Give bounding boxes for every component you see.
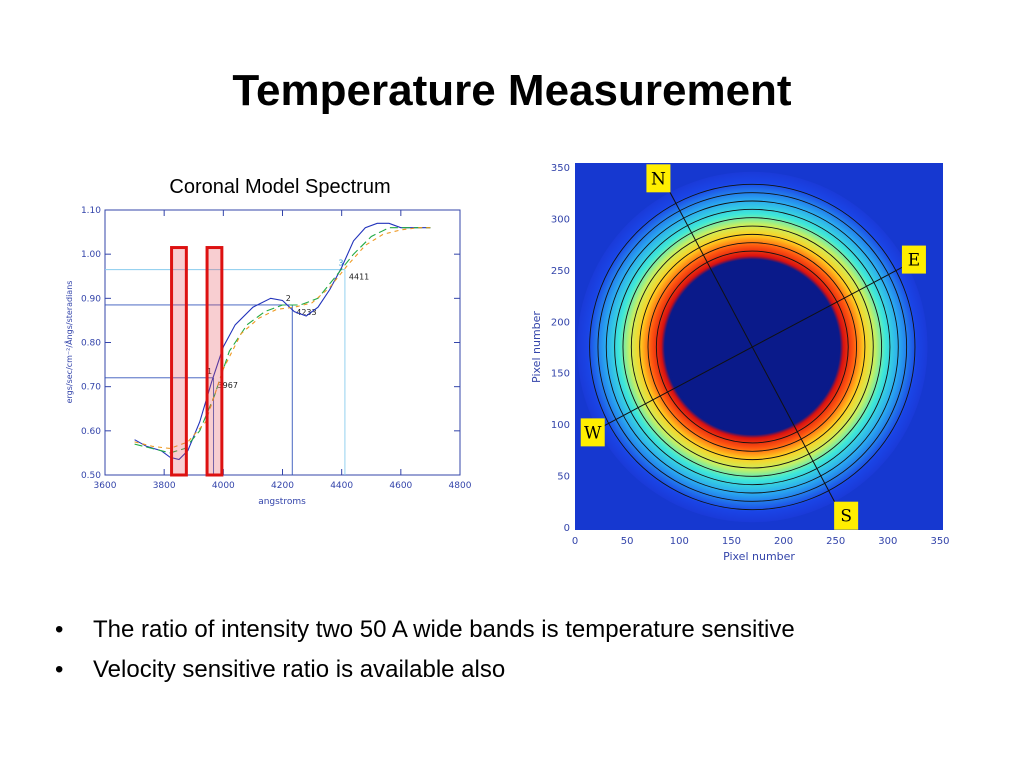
reference-point-number: 2 bbox=[286, 294, 291, 303]
x-tick-label: 4400 bbox=[330, 481, 353, 491]
bullet-item: • The ratio of intensity two 50 A wide ba… bbox=[55, 612, 795, 652]
map-y-tick-label: 50 bbox=[557, 472, 570, 483]
map-y-axis-label: Pixel number bbox=[530, 311, 543, 383]
map-x-axis-label: Pixel number bbox=[723, 550, 795, 563]
y-tick-label: 0.80 bbox=[81, 339, 101, 349]
map-y-tick-label: 0 bbox=[564, 523, 570, 534]
x-tick-label: 4200 bbox=[271, 481, 294, 491]
spectrum-chart: 3600 3800 4000 4200 4400 4600 4800 0.50 0.60 0.70… bbox=[63, 206, 472, 507]
direction-label-s: S bbox=[840, 507, 852, 527]
heatmap-image bbox=[575, 163, 943, 530]
reference-wavelength-label: 4233 bbox=[296, 308, 316, 317]
direction-label-box bbox=[580, 418, 605, 447]
spectrum-plot-frame bbox=[104, 209, 461, 476]
map-y-tick-label: 150 bbox=[551, 369, 570, 380]
direction-label-w: W bbox=[584, 423, 602, 443]
pixel-map-chart: 0 50 100 150 200 250 300 350 0 50 100 150 200 250 300 3… bbox=[530, 163, 950, 563]
measurement-ring bbox=[630, 225, 874, 469]
spectrum-y-axis-label: ergs/sec/cm⁻²/Ångs/steradians bbox=[63, 281, 74, 404]
map-x-tick-label: 200 bbox=[774, 536, 793, 547]
measurement-ring bbox=[614, 208, 891, 486]
bullet-list: • The ratio of intensity two 50 A wide ba… bbox=[55, 612, 795, 692]
bullet-text: Velocity sensitive ratio is available al… bbox=[93, 656, 506, 683]
spectrum-x-axis-label: angstroms bbox=[258, 497, 306, 507]
bullet-marker: • bbox=[55, 656, 64, 683]
bullet-item: • Velocity sensitive ratio is available a… bbox=[55, 652, 795, 692]
measurement-ring bbox=[605, 200, 899, 494]
x-tick-label: 3600 bbox=[94, 481, 117, 491]
map-x-tick-label: 100 bbox=[670, 536, 689, 547]
slide-title: Temperature Measurement bbox=[232, 66, 792, 115]
measurement-ring bbox=[647, 242, 858, 452]
reference-point-number: 3 bbox=[338, 259, 343, 268]
direction-label-box bbox=[646, 164, 671, 193]
measurement-ring bbox=[597, 192, 908, 502]
spectrum-series-line bbox=[134, 222, 431, 461]
map-y-tick-label: 100 bbox=[551, 420, 570, 431]
map-x-tick-label: 50 bbox=[621, 536, 634, 547]
map-y-tick-label: 250 bbox=[551, 266, 570, 277]
map-x-tick-label: 300 bbox=[878, 536, 897, 547]
map-x-tick-label: 250 bbox=[826, 536, 845, 547]
map-y-tick-label: 300 bbox=[551, 214, 570, 225]
direction-label-box bbox=[834, 501, 859, 530]
measurement-ring bbox=[622, 217, 883, 477]
y-tick-label: 0.70 bbox=[81, 383, 101, 393]
direction-label-box bbox=[901, 245, 926, 274]
map-x-tick-label: 150 bbox=[722, 536, 741, 547]
x-tick-label: 3800 bbox=[153, 481, 176, 491]
reference-wavelength-label: 3967 bbox=[218, 381, 238, 390]
band-rectangle bbox=[205, 246, 224, 477]
y-tick-label: 0.60 bbox=[81, 427, 101, 437]
direction-label-n: N bbox=[651, 169, 666, 189]
map-y-tick-label: 200 bbox=[551, 317, 570, 328]
spectrum-series-line bbox=[134, 227, 431, 450]
e-w-axis-line bbox=[590, 260, 914, 434]
x-tick-label: 4000 bbox=[212, 481, 235, 491]
map-y-tick-label: 350 bbox=[551, 163, 570, 174]
y-tick-label: 0.90 bbox=[81, 294, 101, 304]
measurement-ring bbox=[639, 233, 866, 461]
spectrum-chart-title: Coronal Model Spectrum bbox=[169, 176, 391, 198]
bullet-marker: • bbox=[55, 616, 64, 643]
measurement-ring bbox=[589, 183, 916, 511]
map-x-tick-label: 0 bbox=[572, 536, 578, 547]
map-x-tick-label: 350 bbox=[930, 536, 949, 547]
reference-wavelength-label: 4411 bbox=[349, 273, 369, 282]
y-tick-label: 1.00 bbox=[81, 250, 101, 260]
x-tick-label: 4800 bbox=[449, 481, 472, 491]
direction-label-e: E bbox=[908, 251, 920, 271]
bullet-text: The ratio of intensity two 50 A wide ban… bbox=[93, 616, 795, 643]
reference-point-number: 1 bbox=[207, 367, 212, 376]
band-rectangle bbox=[170, 246, 188, 477]
y-tick-label: 1.10 bbox=[81, 206, 101, 216]
y-tick-label: 0.50 bbox=[81, 471, 101, 481]
x-tick-label: 4600 bbox=[389, 481, 412, 491]
measurement-ring bbox=[655, 250, 849, 444]
